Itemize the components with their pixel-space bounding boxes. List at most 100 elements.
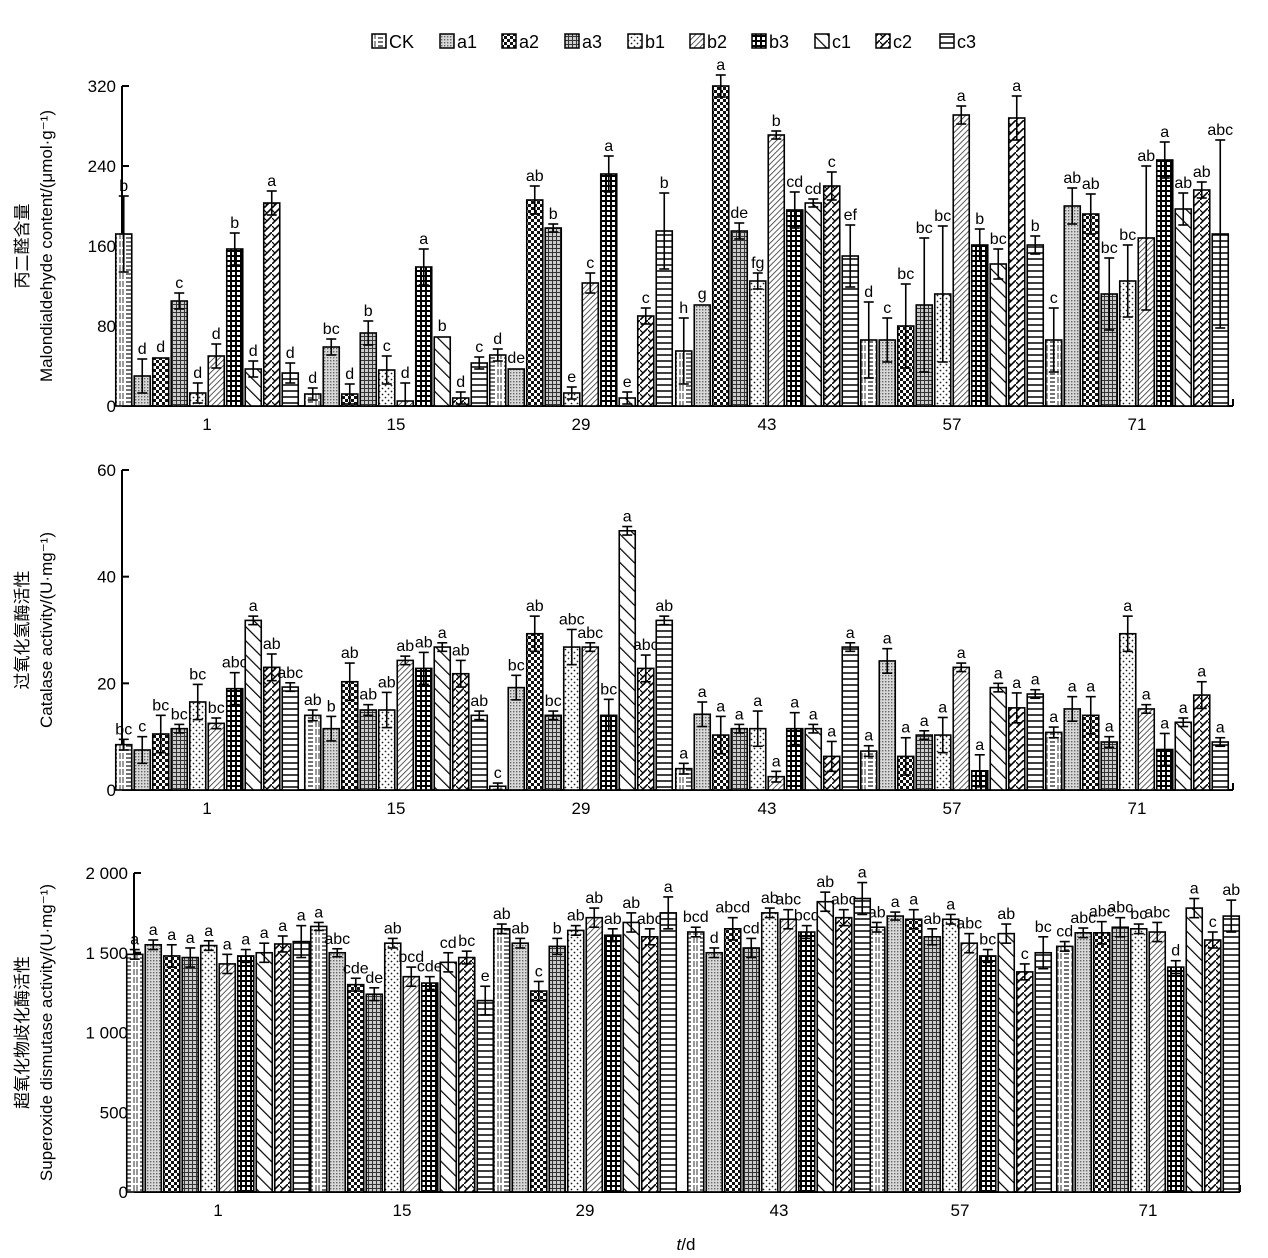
- legend-swatch: [939, 33, 955, 49]
- bar: [978, 955, 997, 1193]
- significance-label: ab: [923, 911, 941, 928]
- bar: [599, 173, 618, 407]
- significance-label: a: [223, 936, 232, 953]
- bar: [281, 686, 300, 791]
- bar: [525, 632, 544, 791]
- significance-label: bcd: [398, 949, 424, 966]
- significance-label: c: [883, 300, 891, 317]
- significance-label: a: [891, 894, 900, 911]
- x-axis-unit: /d: [681, 1235, 695, 1254]
- significance-label: c: [1021, 946, 1029, 963]
- significance-label: ab: [359, 687, 377, 704]
- significance-label: ab: [341, 645, 359, 662]
- x-tick-label: 15: [387, 415, 406, 434]
- y-axis-title-cn: 超氧化物歧化酶活性: [13, 956, 32, 1109]
- bar: [989, 263, 1008, 407]
- significance-label: a: [130, 932, 139, 949]
- bar: [804, 202, 823, 407]
- bar: [636, 315, 655, 407]
- significance-label: b: [549, 206, 558, 223]
- significance-label: a: [883, 631, 892, 648]
- x-tick-label: 29: [576, 1201, 595, 1220]
- significance-label: b: [553, 920, 562, 937]
- significance-label: b: [1031, 218, 1040, 235]
- bar: [886, 915, 905, 1193]
- bar: [1174, 208, 1193, 407]
- bar: [144, 943, 163, 1193]
- significance-label: a: [809, 706, 818, 723]
- bar: [711, 85, 730, 407]
- catalase-chart: 0 20 40 60 过氧化氢酶活性 Catalase activity/(U·mg⁻¹)…: [13, 461, 1234, 818]
- significance-label: a: [946, 896, 955, 913]
- x-tick-label: 57: [943, 415, 962, 434]
- bar: [816, 900, 835, 1193]
- bar: [730, 230, 749, 407]
- significance-label: ab: [263, 636, 281, 653]
- significance-label: fg: [751, 255, 764, 272]
- bar: [779, 918, 798, 1193]
- bar: [723, 928, 742, 1193]
- significance-label: bc: [897, 266, 914, 283]
- legend-item-ck: CK: [371, 32, 414, 52]
- x-tick-label: 57: [951, 1201, 970, 1220]
- bar: [970, 244, 989, 407]
- bar: [705, 951, 724, 1193]
- bar: [328, 951, 347, 1193]
- bar: [309, 925, 328, 1193]
- bar: [125, 953, 144, 1193]
- significance-label: abc: [1144, 904, 1170, 921]
- bar: [693, 304, 712, 407]
- bar: [236, 955, 255, 1193]
- bar: [760, 912, 779, 1193]
- x-axis-var: t: [677, 1235, 683, 1254]
- bar: [525, 199, 544, 407]
- significance-label: a: [623, 509, 632, 526]
- significance-label: a: [297, 908, 306, 925]
- bar: [748, 280, 767, 407]
- significance-label: a: [241, 932, 250, 949]
- significance-label: a: [901, 720, 910, 737]
- bar: [804, 727, 823, 791]
- y-axis-title: Catalase activity/(U·mg⁻¹): [37, 532, 56, 728]
- significance-label: h: [679, 300, 688, 317]
- bar: [686, 931, 705, 1193]
- significance-label: bc: [916, 220, 933, 237]
- significance-label: c: [383, 338, 391, 355]
- x-tick-label: 29: [572, 415, 591, 434]
- significance-label: bcd: [683, 909, 709, 926]
- significance-label: d: [156, 339, 165, 356]
- significance-label: a: [994, 665, 1003, 682]
- x-tick-label: 15: [387, 799, 406, 818]
- significance-label: a: [790, 695, 799, 712]
- significance-label: cde: [417, 959, 443, 976]
- significance-label: b: [660, 175, 669, 192]
- significance-label: a: [1012, 675, 1021, 692]
- significance-label: c: [475, 339, 483, 356]
- significance-label: cd: [743, 920, 760, 937]
- significance-label: a: [1105, 719, 1114, 736]
- bar: [1137, 708, 1156, 791]
- y-tick-label: 1 000: [85, 1024, 128, 1043]
- bar: [244, 619, 263, 791]
- y-axis-title-cn: 丙二醛含量: [13, 204, 32, 289]
- bar: [181, 956, 200, 1193]
- significance-label: d: [864, 284, 873, 301]
- legend-label: b3: [769, 32, 789, 52]
- mda-chart: 0 80 160 240 320 丙二醛含量 Malondialdehyde content…: [13, 57, 1234, 434]
- significance-label: bc: [189, 666, 206, 683]
- significance-label: ab: [396, 638, 414, 655]
- legend-item-a3: a3: [564, 32, 602, 52]
- significance-label: c: [175, 275, 183, 292]
- significance-label: bc: [508, 657, 525, 674]
- bar: [960, 942, 979, 1193]
- legend-swatch: [371, 33, 387, 49]
- bar: [1203, 939, 1222, 1193]
